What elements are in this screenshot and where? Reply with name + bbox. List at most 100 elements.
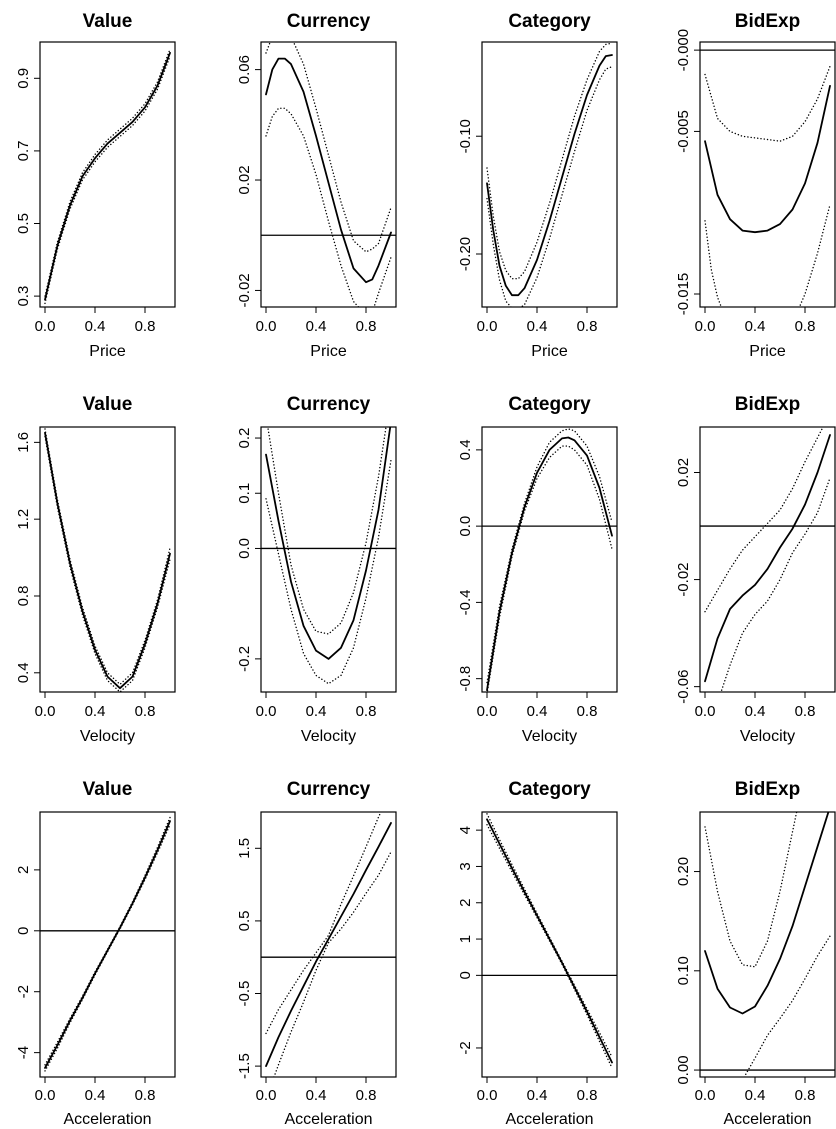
confidence-band-line [486,65,613,307]
x-axis-label: Acceleration [723,1111,811,1128]
x-axis-label: Velocity [301,728,356,745]
panel-2: Category Price 0.0 0.4 0.8 -0.20 -0.10 [457,11,618,360]
confidence-band-line [704,812,798,968]
plot-area [261,427,396,685]
confidence-band-line [798,203,831,307]
plot-frame [260,811,397,1078]
plot-area [486,42,613,307]
y-tick-label: 0.00 [675,1055,692,1084]
x-tick-label: 0.4 [745,318,766,335]
estimate-line [704,812,830,1015]
x-tick-label: 0.0 [695,703,716,720]
panel-5: Currency Velocity 0.0 0.4 0.8 -0.2 0.0 0.1 0.2 [236,394,397,745]
estimate-line [704,434,831,683]
y-tick-label: 1.2 [15,509,32,530]
plot-frame [481,426,618,693]
y-tick-label: -0.2 [236,646,253,672]
confidence-band-line [486,813,613,1058]
panel-title: Category [508,394,591,415]
x-tick-label: 0.8 [795,703,816,720]
y-tick-label: 0.4 [15,662,32,683]
y-tick-label: -0.4 [457,589,474,615]
plot-frame [260,426,397,693]
panel-title: Value [83,394,133,415]
panel-title: BidExp [735,394,800,415]
x-tick-label: 0.4 [85,318,106,335]
y-tick-label: 3 [457,862,474,870]
x-axis-label: Price [89,343,126,360]
y-tick-label: -0.10 [457,119,474,153]
y-tick-label: 0.2 [236,428,253,449]
y-tick-label: 0.06 [236,55,253,84]
y-tick-label: 2 [457,899,474,907]
confidence-band-line [265,107,392,307]
plot-frame [699,811,836,1078]
y-tick-label: -0.02 [675,562,692,596]
x-tick-label: 0.8 [356,1087,377,1104]
estimate-line [265,822,392,1067]
x-tick-label: 0.8 [135,318,156,335]
panel-title: Currency [287,779,371,800]
y-tick-label: -0.02 [236,273,253,307]
panel-title: Value [83,779,133,800]
y-tick-label: 2 [15,866,32,874]
panel-title: Category [508,779,591,800]
x-tick-label: 0.4 [85,1087,106,1104]
x-axis-label: Velocity [522,728,577,745]
x-axis-label: Acceleration [284,1111,372,1128]
confidence-band-line [44,48,171,297]
y-tick-label: 0 [457,971,474,979]
plot-area [700,427,835,692]
panel-title: BidExp [735,11,800,32]
confidence-band-line [265,812,382,1035]
y-tick-label: 1 [457,935,474,943]
x-tick-label: 0.8 [135,703,156,720]
panel-11: BidExp Acceleration 0.0 0.4 0.8 0.00 0.10 0.20 [675,779,836,1128]
y-tick-label: -2 [15,985,32,998]
plot-frame [699,41,836,308]
y-tick-label: -4 [15,1046,32,1059]
y-tick-label: 0.9 [15,68,32,89]
confidence-band-line [704,65,831,142]
x-tick-label: 0.0 [695,318,716,335]
x-tick-label: 0.8 [577,703,598,720]
confidence-band-line [486,824,613,1069]
confidence-band-line [486,445,613,692]
plot-frame [481,811,618,1078]
plot-frame [481,41,618,308]
x-tick-label: 0.8 [795,1087,816,1104]
estimate-line [44,820,171,1069]
y-tick-label: -0.06 [675,670,692,704]
x-tick-label: 0.8 [577,318,598,335]
y-tick-label: 4 [457,826,474,834]
estimate-line [704,85,831,234]
x-tick-label: 0.4 [745,1087,766,1104]
plot-area [482,428,617,692]
x-tick-label: 0.0 [695,1087,716,1104]
confidence-band-line [486,428,613,684]
confidence-band-line [704,427,824,613]
x-tick-label: 0.4 [527,318,548,335]
estimate-line [265,57,392,284]
estimate-line [44,52,171,301]
panel-9: Currency Acceleration 0.0 0.4 0.8 -1.5 -0.5 0.5… [236,779,397,1128]
plot-frame [699,426,836,693]
x-tick-label: 0.8 [356,318,377,335]
x-tick-label: 0.0 [477,1087,498,1104]
x-tick-label: 0.8 [135,1087,156,1104]
y-tick-label: 1.5 [236,838,253,859]
y-tick-label: 0.0 [236,538,253,559]
y-tick-label: -1.5 [236,1053,253,1079]
plot-frame [39,811,176,1078]
plot-frame [260,41,397,308]
x-axis-label: Price [749,343,786,360]
x-tick-label: 0.0 [256,318,277,335]
x-tick-label: 0.4 [306,703,327,720]
confidence-band-line [265,42,392,253]
y-tick-label: 0.10 [675,956,692,985]
y-tick-label: 0.20 [675,857,692,886]
plot-area [44,48,171,305]
y-tick-label: -2 [457,1041,474,1054]
panel-title: Currency [287,394,371,415]
estimate-line [486,818,613,1064]
